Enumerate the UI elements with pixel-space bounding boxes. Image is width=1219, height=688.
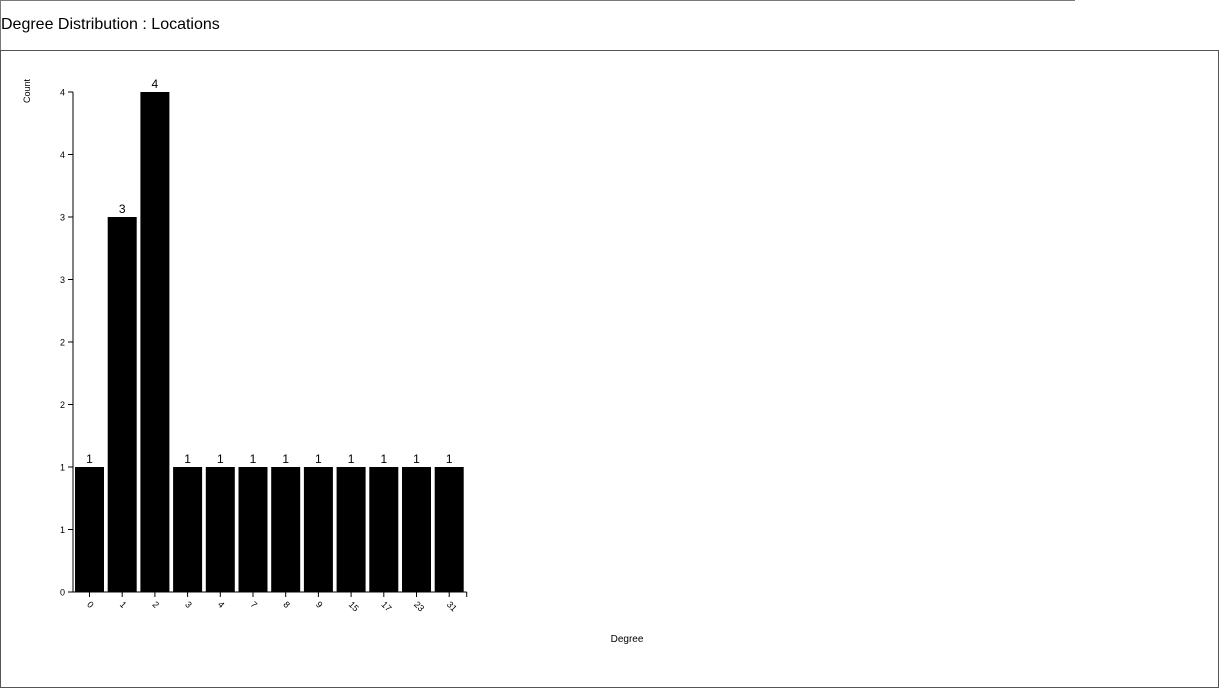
bar-value-label: 1 (184, 452, 191, 466)
y-tick-label: 1 (60, 463, 65, 473)
bar-value-label: 3 (119, 202, 126, 216)
top-border (0, 0, 1075, 1)
bar (369, 467, 399, 592)
x-tick-label: 9 (314, 599, 325, 610)
y-axis: 0 1 1 2 2 3 3 4 4 (60, 88, 74, 598)
header-left-border (0, 0, 1, 51)
bar (303, 467, 333, 592)
bar-value-label: 1 (315, 452, 322, 466)
bar-value-label: 1 (250, 452, 257, 466)
bar (434, 467, 464, 592)
y-tick-label: 4 (60, 150, 65, 160)
x-tick-label: 8 (281, 599, 292, 610)
bar-value-label: 1 (217, 452, 224, 466)
bar-value-label: 1 (282, 452, 289, 466)
y-tick-label: 2 (60, 338, 65, 348)
x-tick-label: 3 (183, 599, 194, 610)
bar-labels-group: 1 3 4 1 1 1 1 1 1 1 1 1 (86, 77, 453, 466)
x-tick-label: 1 (118, 599, 129, 610)
y-tick-label: 2 (60, 400, 65, 410)
x-tick-label: 23 (412, 599, 426, 613)
bar-value-label: 1 (413, 452, 420, 466)
bars-group (75, 92, 464, 592)
x-tick-label: 7 (249, 599, 260, 610)
bar (205, 467, 235, 592)
bar-value-label: 1 (446, 452, 453, 466)
x-axis: 0 1 2 3 4 7 8 9 15 17 23 31 (73, 591, 468, 613)
bar (271, 467, 301, 592)
y-tick-label: 4 (60, 88, 65, 98)
x-tick-label: 17 (379, 599, 393, 613)
y-axis-title: Count (22, 79, 32, 104)
page-title: Degree Distribution : Locations (1, 16, 220, 33)
y-tick-label: 3 (60, 213, 65, 223)
bar-value-label: 1 (86, 452, 93, 466)
x-tick-label: 0 (85, 599, 96, 610)
x-axis-title: Degree (611, 634, 644, 645)
bar (238, 467, 268, 592)
y-tick-label: 3 (60, 275, 65, 285)
x-tick-label: 15 (347, 599, 361, 613)
bar-value-label: 1 (380, 452, 387, 466)
bar (75, 467, 104, 592)
bar (336, 467, 366, 592)
bar (173, 467, 203, 592)
x-tick-label: 31 (445, 599, 459, 613)
bar (402, 467, 431, 592)
bar-value-label: 1 (348, 452, 355, 466)
y-tick-label: 0 (60, 588, 65, 598)
bar (140, 92, 170, 592)
bar-value-label: 4 (152, 77, 159, 91)
bar (107, 217, 137, 592)
x-tick-label: 4 (216, 599, 227, 610)
x-tick-label: 2 (150, 599, 161, 610)
y-tick-label: 1 (60, 525, 65, 535)
